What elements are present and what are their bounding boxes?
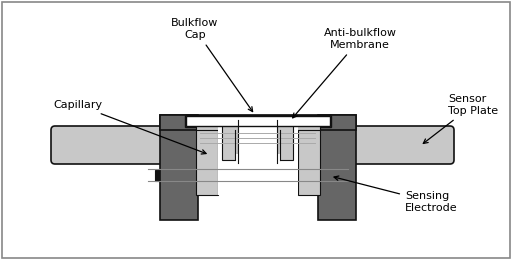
Text: Sensing
Electrode: Sensing Electrode — [334, 176, 458, 213]
FancyBboxPatch shape — [51, 126, 454, 164]
Bar — [239, 117, 276, 163]
Bar — [222, 120, 238, 160]
Bar — [186, 116, 330, 126]
Bar — [277, 120, 293, 160]
Bar — [235, 154, 280, 166]
Text: Anti-bulkflow
Membrane: Anti-bulkflow Membrane — [293, 28, 396, 118]
Bar — [298, 125, 320, 195]
Bar — [238, 118, 277, 163]
Bar — [160, 115, 356, 130]
Bar — [218, 120, 298, 195]
Bar — [196, 125, 218, 195]
Bar — [196, 120, 320, 130]
Text: Capillary: Capillary — [53, 100, 206, 154]
Text: Bulkflow
Cap: Bulkflow Cap — [172, 18, 252, 112]
Bar — [160, 115, 198, 220]
Bar — [185, 115, 331, 127]
Text: Sensor
Top Plate: Sensor Top Plate — [423, 94, 498, 144]
Bar — [155, 170, 340, 181]
Bar — [318, 115, 356, 220]
